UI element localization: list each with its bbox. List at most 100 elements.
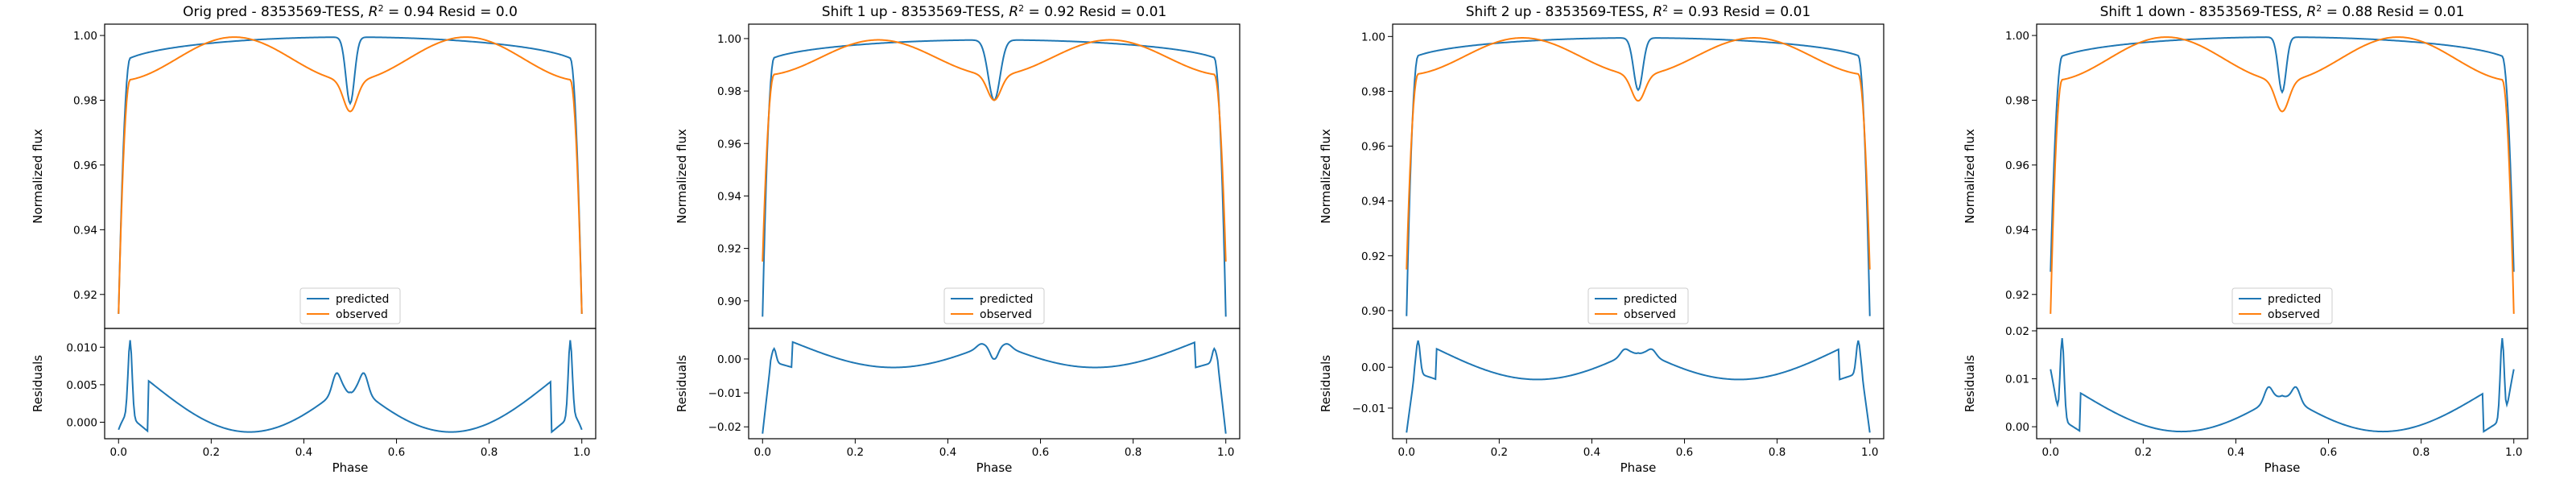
y-tick-label: 1.00 [73,30,97,43]
residual-line [2050,338,2515,433]
residual-y-tick-label: 0.01 [2005,374,2029,386]
y-tick-label: 0.92 [717,243,741,256]
legend-label-observed: observed [2268,308,2320,321]
x-tick-label: 0.4 [1583,446,1600,459]
y-tick-label: 0.94 [2005,224,2029,237]
residual-line [1406,340,1871,433]
x-tick-label: 0.8 [1769,446,1785,459]
flux-axes [1392,23,1885,329]
y-tick-label: 0.92 [1361,250,1385,263]
x-tick-label: 0.6 [388,446,405,459]
flux-axes [104,23,597,329]
series-line-predicted [118,36,583,314]
residual-y-tick-label: 0.000 [66,416,97,429]
chart-title: Shift 1 up - 8353569-TESS, R2 = 0.92 Res… [822,3,1166,20]
residual-y-axis-label: Residuals [1319,355,1333,412]
legend-label-predicted: predicted [980,293,1033,306]
x-tick-label: 1.0 [1217,446,1234,459]
chart-title: Shift 2 up - 8353569-TESS, R2 = 0.93 Res… [1466,3,1810,20]
x-tick-label: 0.0 [754,446,771,459]
x-tick-label: 0.6 [2320,446,2337,459]
x-axis-label: Phase [1620,460,1657,475]
residual-axes [104,328,597,440]
y-tick-label: 0.96 [2005,159,2029,172]
residual-y-tick-label: −0.02 [708,421,741,434]
residual-line [118,340,583,434]
residual-y-tick-label: 0.005 [66,379,97,392]
y-tick-label: 1.00 [717,33,741,46]
x-tick-label: 0.0 [2042,446,2059,459]
legend-label-predicted: predicted [1624,293,1677,306]
residual-axes [2036,328,2529,440]
y-tick-label: 1.00 [1361,31,1385,43]
residual-axes [1392,328,1885,440]
chart-title: Shift 1 down - 8353569-TESS, R2 = 0.88 R… [2100,3,2465,20]
residual-y-tick-label: −0.01 [708,387,741,400]
residual-y-tick-label: 0.010 [66,341,97,354]
x-tick-label: 0.8 [1125,446,1141,459]
y-tick-label: 0.96 [73,159,97,172]
x-tick-label: 1.0 [1861,446,1878,459]
residual-y-tick-label: 0.02 [2005,325,2029,338]
x-tick-label: 0.4 [2227,446,2244,459]
x-tick-label: 0.6 [1032,446,1049,459]
residual-y-axis-label: Residuals [31,355,45,412]
y-tick-label: 0.94 [73,224,97,237]
y-axis-label: Normalized flux [1963,129,1977,224]
y-tick-label: 0.94 [1361,196,1385,208]
legend: predicted observed [299,287,401,324]
x-tick-label: 0.8 [481,446,497,459]
series-line-predicted [1406,37,1871,316]
panel-2: Shift 1 up - 8353569-TESS, R2 = 0.92 Res… [675,3,1241,475]
panel-1: Orig pred - 8353569-TESS, R2 = 0.94 Resi… [31,3,597,475]
y-tick-label: 0.98 [717,85,741,98]
series-line-observed [762,39,1227,262]
y-axis-label: Normalized flux [675,129,689,224]
x-tick-label: 0.4 [939,446,956,459]
panel-3: Shift 2 up - 8353569-TESS, R2 = 0.93 Res… [1319,3,1885,475]
x-tick-label: 0.6 [1676,446,1693,459]
y-tick-label: 0.90 [717,295,741,308]
x-axis-label: Phase [2264,460,2301,475]
residual-axes [748,328,1241,440]
residual-y-tick-label: −0.01 [1352,402,1385,415]
y-tick-label: 0.90 [1361,305,1385,318]
y-axis-label: Normalized flux [31,129,45,224]
residual-y-tick-label: 0.00 [1361,361,1385,374]
y-tick-label: 0.98 [1361,85,1385,98]
legend: predicted observed [943,287,1045,324]
chart-title: Orig pred - 8353569-TESS, R2 = 0.94 Resi… [183,3,518,20]
panel-4: Shift 1 down - 8353569-TESS, R2 = 0.88 R… [1963,3,2529,475]
legend-label-predicted: predicted [336,293,389,306]
y-tick-label: 1.00 [2005,30,2029,43]
x-tick-label: 0.4 [295,446,312,459]
series-line-predicted [2050,36,2515,272]
x-tick-label: 1.0 [573,446,590,459]
legend-label-observed: observed [980,308,1032,321]
residual-y-tick-label: 0.00 [717,353,741,366]
x-tick-label: 1.0 [2505,446,2522,459]
y-tick-label: 0.96 [1361,141,1385,154]
x-tick-label: 0.0 [110,446,127,459]
y-tick-label: 0.94 [717,190,741,203]
x-axis-label: Phase [976,460,1013,475]
legend: predicted observed [2231,287,2333,324]
residual-line [762,341,1227,434]
legend: predicted observed [1587,287,1689,324]
residual-y-tick-label: 0.00 [2005,421,2029,434]
residual-y-axis-label: Residuals [675,355,689,412]
series-line-observed [1406,37,1871,270]
x-tick-label: 0.2 [203,446,220,459]
x-tick-label: 0.2 [847,446,864,459]
y-tick-label: 0.98 [73,95,97,108]
y-axis-label: Normalized flux [1319,129,1333,224]
y-tick-label: 0.98 [2005,95,2029,108]
x-tick-label: 0.2 [1491,446,1508,459]
x-tick-label: 0.0 [1398,446,1415,459]
series-line-predicted [762,39,1227,317]
x-tick-label: 0.2 [2135,446,2152,459]
residual-y-axis-label: Residuals [1963,355,1977,412]
y-tick-label: 0.96 [717,138,741,151]
legend-label-observed: observed [1624,308,1676,321]
